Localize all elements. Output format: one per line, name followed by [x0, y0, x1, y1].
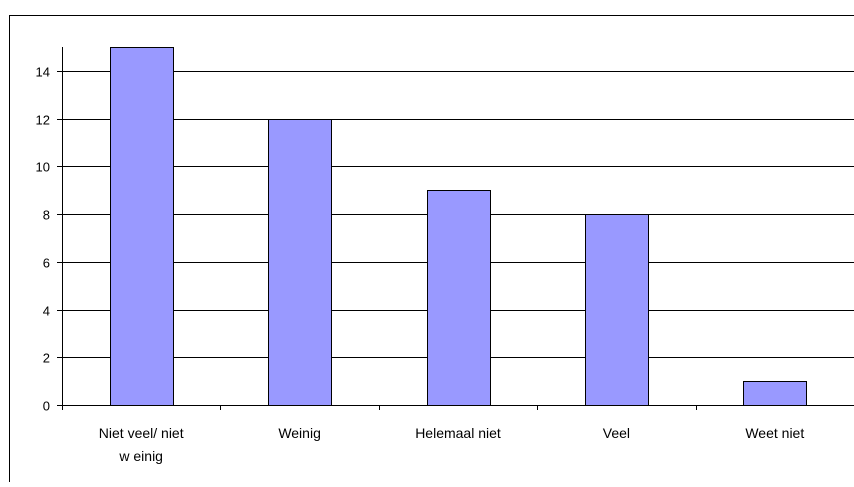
x-tick-label-line: Helemaal niet: [415, 425, 501, 441]
x-tick-label: Niet veel/ niet w einig: [99, 425, 184, 464]
y-tick-label: 14: [36, 65, 50, 80]
y-tick-label: 6: [43, 256, 50, 271]
x-tick-label: Helemaal niet: [415, 425, 501, 441]
x-tick-label-line: Weet niet: [745, 425, 804, 441]
y-tick-label: 2: [43, 351, 50, 366]
x-tick-label-line: Veel: [603, 425, 630, 441]
x-tick-label: Veel: [603, 425, 630, 441]
bar: [744, 382, 807, 406]
bar: [111, 48, 174, 406]
y-tick-label: 4: [43, 304, 50, 319]
bar: [428, 191, 491, 406]
x-tick-label-line: w einig: [118, 448, 163, 464]
bar: [586, 215, 649, 406]
y-tick-label: 0: [43, 399, 50, 414]
y-tick-label: 12: [36, 113, 50, 128]
x-tick-label: Weet niet: [745, 425, 804, 441]
x-tick-label: Weinig: [278, 425, 321, 441]
x-tick-label-line: Weinig: [278, 425, 321, 441]
y-tick-label: 8: [43, 208, 50, 223]
bar: [269, 120, 332, 406]
x-axis-labels: Niet veel/ niet w einig Weinig Helemaal nie…: [99, 425, 805, 464]
x-tick-label-line: Niet veel/ niet: [99, 425, 184, 441]
y-tick-label: 10: [36, 160, 50, 175]
bars: [111, 48, 807, 406]
y-axis-ticks: 0 2 4 6 8 10 12 14: [36, 65, 62, 414]
